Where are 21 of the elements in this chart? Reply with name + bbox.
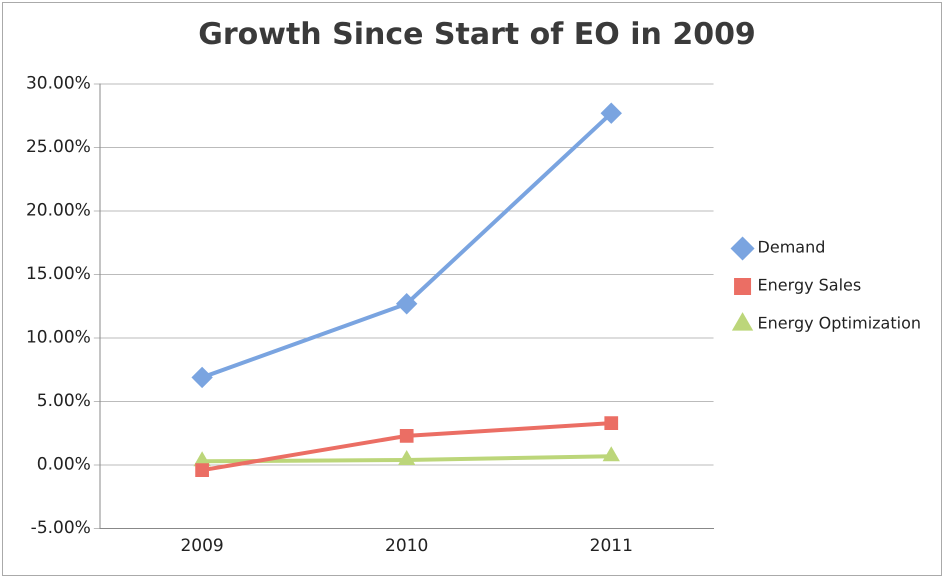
x-tick-label: 2009 [180, 536, 224, 556]
y-tick-label: 5.00% [36, 390, 91, 411]
chart-title: Growth Since Start of EO in 2009 [198, 16, 756, 52]
legend-label: Demand [758, 238, 826, 257]
y-tick-label: 30.00% [26, 73, 91, 94]
legend-label: Energy Optimization [758, 314, 921, 333]
legend-label: Energy Sales [758, 276, 862, 295]
x-tick-label: 2011 [590, 536, 633, 556]
y-tick-label: 25.00% [26, 136, 91, 157]
point [600, 102, 622, 124]
point [195, 463, 209, 478]
x-tick-label: 2010 [385, 536, 428, 556]
point [400, 429, 414, 443]
point [192, 366, 213, 388]
point [604, 416, 618, 430]
y-tick-label: 10.00% [26, 327, 91, 348]
y-tick-label: 0.00% [36, 454, 91, 475]
y-tick-label: 15.00% [26, 264, 91, 284]
y-tick-label: -5.00% [30, 518, 91, 538]
y-tick-label: 20.00% [26, 200, 91, 220]
point [396, 293, 418, 314]
